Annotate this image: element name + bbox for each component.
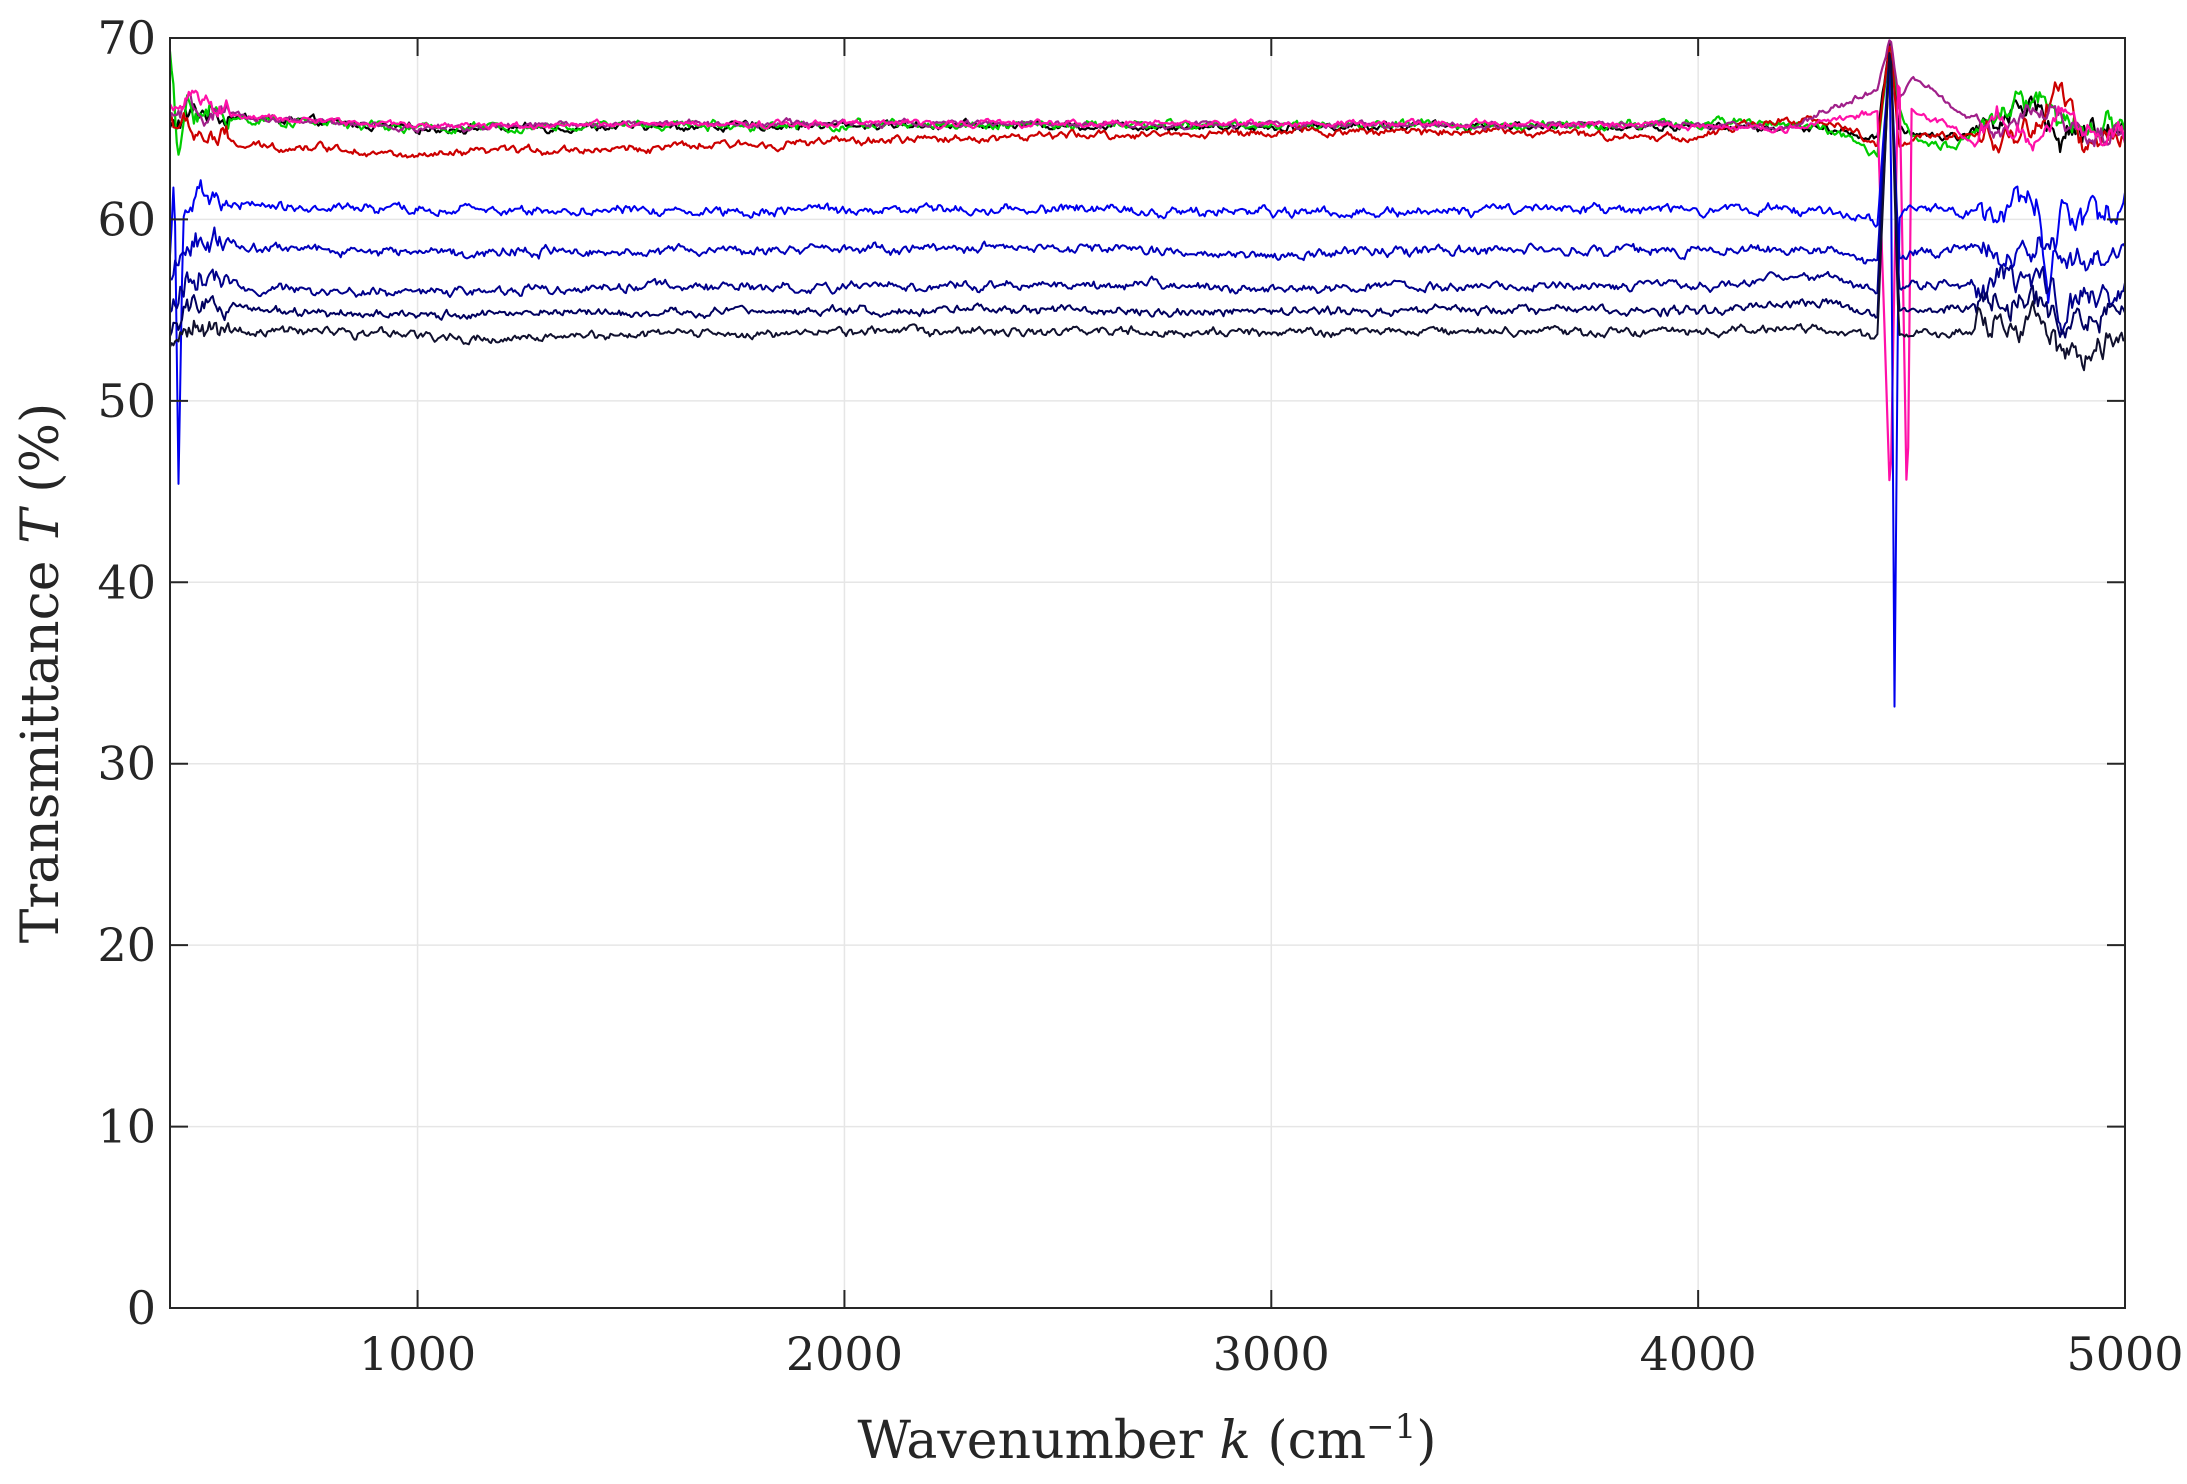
x-tick-labels: 1000 2000 3000 4000 5000 (359, 1327, 2184, 1381)
y-tick-labels: 0 10 20 30 40 50 60 70 (97, 11, 156, 1335)
data-series-group (170, 39, 2125, 708)
y-tick-label: 50 (97, 374, 156, 428)
spectrum-line (170, 45, 2125, 159)
y-tick-label: 40 (97, 555, 156, 609)
spectrum-line (170, 54, 2125, 281)
x-axis-label: Wavenumber k (cm−1) (857, 1407, 1436, 1471)
y-tick-label: 30 (97, 737, 156, 791)
axis-ticks (170, 37, 2126, 1309)
x-tick-label: 5000 (2066, 1327, 2183, 1381)
y-tick-label: 10 (97, 1100, 156, 1154)
y-tick-label: 60 (97, 192, 156, 246)
spectrum-line (170, 54, 2125, 708)
spectrum-line (170, 84, 2125, 482)
y-axis-label: Transmittance T (%) (11, 403, 71, 944)
plot-area (170, 38, 2125, 1308)
y-tick-label: 70 (97, 11, 156, 65)
spectrum-line (170, 39, 2125, 148)
x-tick-label: 1000 (359, 1327, 476, 1381)
x-tick-label: 4000 (1640, 1327, 1757, 1381)
x-tick-label: 2000 (786, 1327, 903, 1381)
y-tick-label: 20 (97, 918, 156, 972)
x-tick-label: 3000 (1213, 1327, 1330, 1381)
y-tick-label: 0 (127, 1281, 156, 1335)
axes-box (169, 37, 2126, 1309)
spectrum-line (170, 52, 2125, 372)
spectrum-line (170, 55, 2125, 339)
spectrum-line (170, 52, 2125, 336)
